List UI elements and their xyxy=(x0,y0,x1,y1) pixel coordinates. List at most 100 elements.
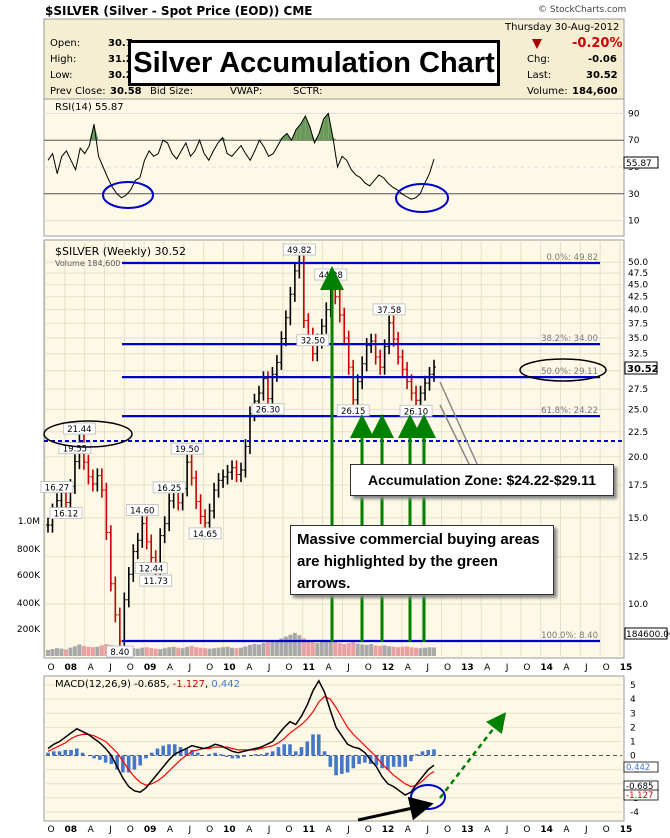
x-tick-label: 13 xyxy=(461,663,474,673)
bid-size-label: Bid Size: xyxy=(150,86,194,97)
x-tick-label: O xyxy=(206,663,213,673)
x-tick-label: O xyxy=(285,825,292,835)
price-annotation-label: 16.27 xyxy=(45,484,69,494)
rsi-tick-label: 90 xyxy=(628,109,640,119)
rsi-oversold-circle-right xyxy=(395,183,449,213)
vwap-label: VWAP: xyxy=(230,86,263,97)
x-tick-label: A xyxy=(167,663,174,673)
x-tick-label: J xyxy=(584,663,588,673)
high-21-44-circle xyxy=(43,420,133,448)
macd-tick-label: -4 xyxy=(630,808,639,818)
price-annotation-label: 49.82 xyxy=(287,246,311,256)
macd-histogram-bar xyxy=(293,751,298,756)
volume-bar xyxy=(333,642,338,656)
macd-histogram-bar xyxy=(80,752,85,756)
x-tick-label: J xyxy=(187,663,191,673)
x-tick-label: A xyxy=(326,663,333,673)
x-tick-label: A xyxy=(167,825,174,835)
macd-current-value: -1.127 xyxy=(626,791,653,801)
volume-bar xyxy=(324,641,329,656)
date-label: Thursday 30-Aug-2012 xyxy=(505,22,620,33)
volume-bar xyxy=(212,648,217,656)
price-tick-label: 37.5 xyxy=(628,319,648,329)
macd-histogram-bar xyxy=(288,744,292,756)
macd-histogram-bar xyxy=(363,755,367,763)
volume-bar xyxy=(50,649,55,656)
macd-tick-label: 0 xyxy=(630,752,636,762)
macd-histogram-bar xyxy=(63,749,68,756)
accumulation-zone-callout: Accumulation Zone: $24.22-$29.11 xyxy=(350,464,614,496)
macd-histogram-bar xyxy=(144,755,148,759)
x-tick-label: A xyxy=(405,825,412,835)
macd-histogram-bar xyxy=(322,751,327,756)
x-tick-label: A xyxy=(484,825,491,835)
price-annotation-label: 16.25 xyxy=(157,484,181,494)
x-tick-label: O xyxy=(127,663,134,673)
volume-tick-label: 600K xyxy=(17,571,41,581)
price-tick-label: 47.5 xyxy=(628,269,648,279)
macd-histogram-bar xyxy=(184,748,189,756)
price-tick-label: 50.0 xyxy=(628,258,648,268)
macd-value-box xyxy=(623,761,659,773)
volume-bar xyxy=(256,644,261,656)
macd-histogram-bar xyxy=(282,744,287,756)
price-annotation-box xyxy=(251,403,285,416)
volume-bar xyxy=(382,645,387,656)
volume-bar xyxy=(247,644,252,656)
volume-bar xyxy=(63,649,68,656)
x-tick-label: A xyxy=(88,663,95,673)
macd-histogram-bar xyxy=(109,755,114,765)
volume-bar xyxy=(283,636,288,656)
volume-bar xyxy=(135,648,140,656)
volume-bar xyxy=(189,645,194,656)
volume-bar xyxy=(54,648,59,656)
x-tick-label: J xyxy=(505,663,509,673)
macd-histogram-bar xyxy=(374,755,379,766)
rsi-overbought-fill xyxy=(332,137,338,141)
volume-bar xyxy=(378,645,383,656)
x-tick-label: O xyxy=(603,825,610,835)
volume-bar xyxy=(59,648,64,656)
volume-bar xyxy=(153,648,158,656)
price-annotation-label: 32.50 xyxy=(301,337,325,347)
x-tick-label: J xyxy=(108,825,112,835)
macd-histogram-bar xyxy=(51,751,56,756)
volume-bar xyxy=(90,647,95,656)
rsi-tick-label: 70 xyxy=(628,136,640,146)
sctr-label: SCTR: xyxy=(293,86,323,97)
open-label: Open: xyxy=(50,38,81,49)
rsi-overbought-fill xyxy=(305,116,310,141)
macd-histogram-bar xyxy=(161,745,166,756)
price-tick-label: 25.0 xyxy=(628,405,648,415)
high-value: 31.2 xyxy=(108,54,133,65)
x-tick-label: O xyxy=(523,825,530,835)
macd-histogram-bar xyxy=(138,755,142,766)
volume-bar xyxy=(297,635,302,656)
volume-bar xyxy=(360,644,365,656)
macd-histogram-bar xyxy=(190,749,194,756)
macd-histogram-bar xyxy=(409,755,413,762)
macd-projection-arrow xyxy=(439,712,507,799)
rsi-overbought-fill xyxy=(300,116,306,141)
volume-bar xyxy=(342,643,347,656)
macd-trend-arrow xyxy=(357,796,434,822)
rsi-label: RSI(14) 55.87 xyxy=(55,102,124,113)
price-annotation-box xyxy=(188,527,222,540)
volume-bar xyxy=(387,646,392,656)
x-tick-label: O xyxy=(127,825,134,835)
macd-histogram-bar xyxy=(345,755,350,773)
macd-tick-label: 5 xyxy=(630,681,636,691)
overlay-title: Silver Accumulation Chart xyxy=(128,40,500,86)
x-tick-label: J xyxy=(267,663,271,673)
macd-current-value: 0.442 xyxy=(626,763,650,773)
volume-bar xyxy=(140,647,145,656)
x-tick-label: O xyxy=(206,825,213,835)
price-annotation-label: 37.58 xyxy=(377,306,401,316)
volume-bar xyxy=(234,648,239,656)
volume-bar xyxy=(346,643,351,656)
x-tick-label: J xyxy=(584,825,588,835)
volume-bar xyxy=(81,645,86,656)
chg-label: Chg: xyxy=(527,54,551,65)
volume-bar xyxy=(68,647,73,656)
macd-histogram-bar xyxy=(305,741,310,756)
